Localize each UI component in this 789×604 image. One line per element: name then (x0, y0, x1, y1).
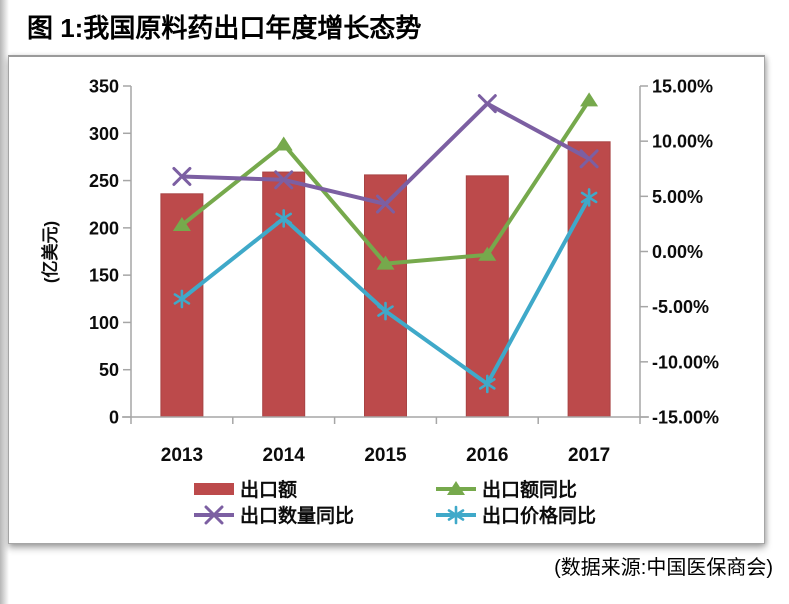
source-note: (数据来源:中国医保商会) (554, 557, 773, 579)
left-axis-label-50: 50 (99, 360, 119, 380)
x-axis-label-2015: 2015 (364, 445, 407, 466)
right-axis-label-10.00%: 10.00% (652, 132, 713, 152)
right-axis-label-5.00%: 5.00% (652, 187, 703, 207)
legend-item-export-quantity-yoy: 出口数量同比 (194, 504, 354, 527)
export-quantity-yoy-marker-2016 (477, 94, 497, 114)
export-price-yoy-marker-2017 (580, 188, 598, 207)
export-quantity-yoy-marker-2014 (274, 170, 294, 190)
bar-2017 (567, 141, 611, 418)
left-axis-label-0: 0 (109, 408, 119, 428)
page-edge-shading (0, 0, 9, 604)
left-axis-label-250: 250 (89, 171, 119, 191)
legend-swatch-export-value (194, 483, 234, 495)
legend-label-export-value: 出口额 (240, 478, 297, 501)
chart-title: 图 1:我国原料药出口年度增长态势 (27, 13, 422, 43)
legend-marker-export-price-yoy (447, 505, 465, 525)
left-axis-label-350: 350 (89, 77, 119, 97)
combo-chart: 350 300 250 200 150 100 50 0 15.00% 10.00% 5.00% 0.… (40, 77, 719, 528)
left-axis-title: (亿美元) (40, 221, 60, 283)
export-value-yoy-marker-2016 (478, 246, 497, 261)
x-axis-label-2013: 2013 (161, 445, 203, 466)
export-value-yoy-marker-2014 (274, 136, 293, 151)
export-value-yoy-marker-2013 (172, 217, 191, 232)
left-axis-label-300: 300 (89, 124, 119, 144)
legend-item-export-value: 出口额 (194, 478, 297, 501)
right-axis-label--5.00%: -5.00% (652, 297, 709, 317)
export-quantity-yoy-marker-2013 (172, 166, 192, 186)
legend-label-export-price-yoy: 出口价格同比 (482, 504, 596, 527)
export-price-yoy-marker-2015 (377, 301, 394, 321)
right-axis-label--10.00%: -10.00% (652, 352, 719, 372)
export-value-yoy-marker-2017 (580, 92, 599, 107)
x-axis-label-2017: 2017 (568, 445, 610, 466)
x-axis-label-2014: 2014 (263, 445, 306, 466)
legend-label-export-value-yoy: 出口额同比 (482, 478, 577, 501)
bar-2014 (262, 171, 306, 418)
right-axis-label--15.00%: -15.00% (652, 408, 719, 428)
legend-marker-export-value-yoy (447, 481, 465, 495)
legend-item-export-price-yoy: 出口价格同比 (436, 504, 596, 527)
chart-panel: 350 300 250 200 150 100 50 0 15.00% 10.00% 5.00% 0.… (8, 55, 765, 544)
export-price-yoy-marker-2016 (478, 374, 496, 394)
left-axis-label-100: 100 (89, 313, 119, 333)
export-quantity-yoy-marker-2017 (579, 149, 599, 169)
right-axis-label-0.00%: 0.00% (652, 242, 703, 262)
legend-marker-export-quantity-yoy (204, 505, 224, 525)
export-price-yoy-marker-2013 (173, 289, 191, 309)
right-axis-label-15.00%: 15.00% (652, 77, 713, 97)
left-axis-label-150: 150 (89, 266, 119, 286)
export-quantity-yoy-marker-2015 (376, 194, 395, 214)
legend-label-export-quantity-yoy: 出口数量同比 (240, 504, 354, 527)
export-value-yoy-marker-2015 (376, 255, 395, 270)
left-axis-label-200: 200 (89, 218, 119, 238)
export-price-yoy-marker-2014 (275, 209, 293, 228)
x-axis-label-2016: 2016 (466, 445, 508, 466)
bar-2016 (465, 175, 509, 418)
